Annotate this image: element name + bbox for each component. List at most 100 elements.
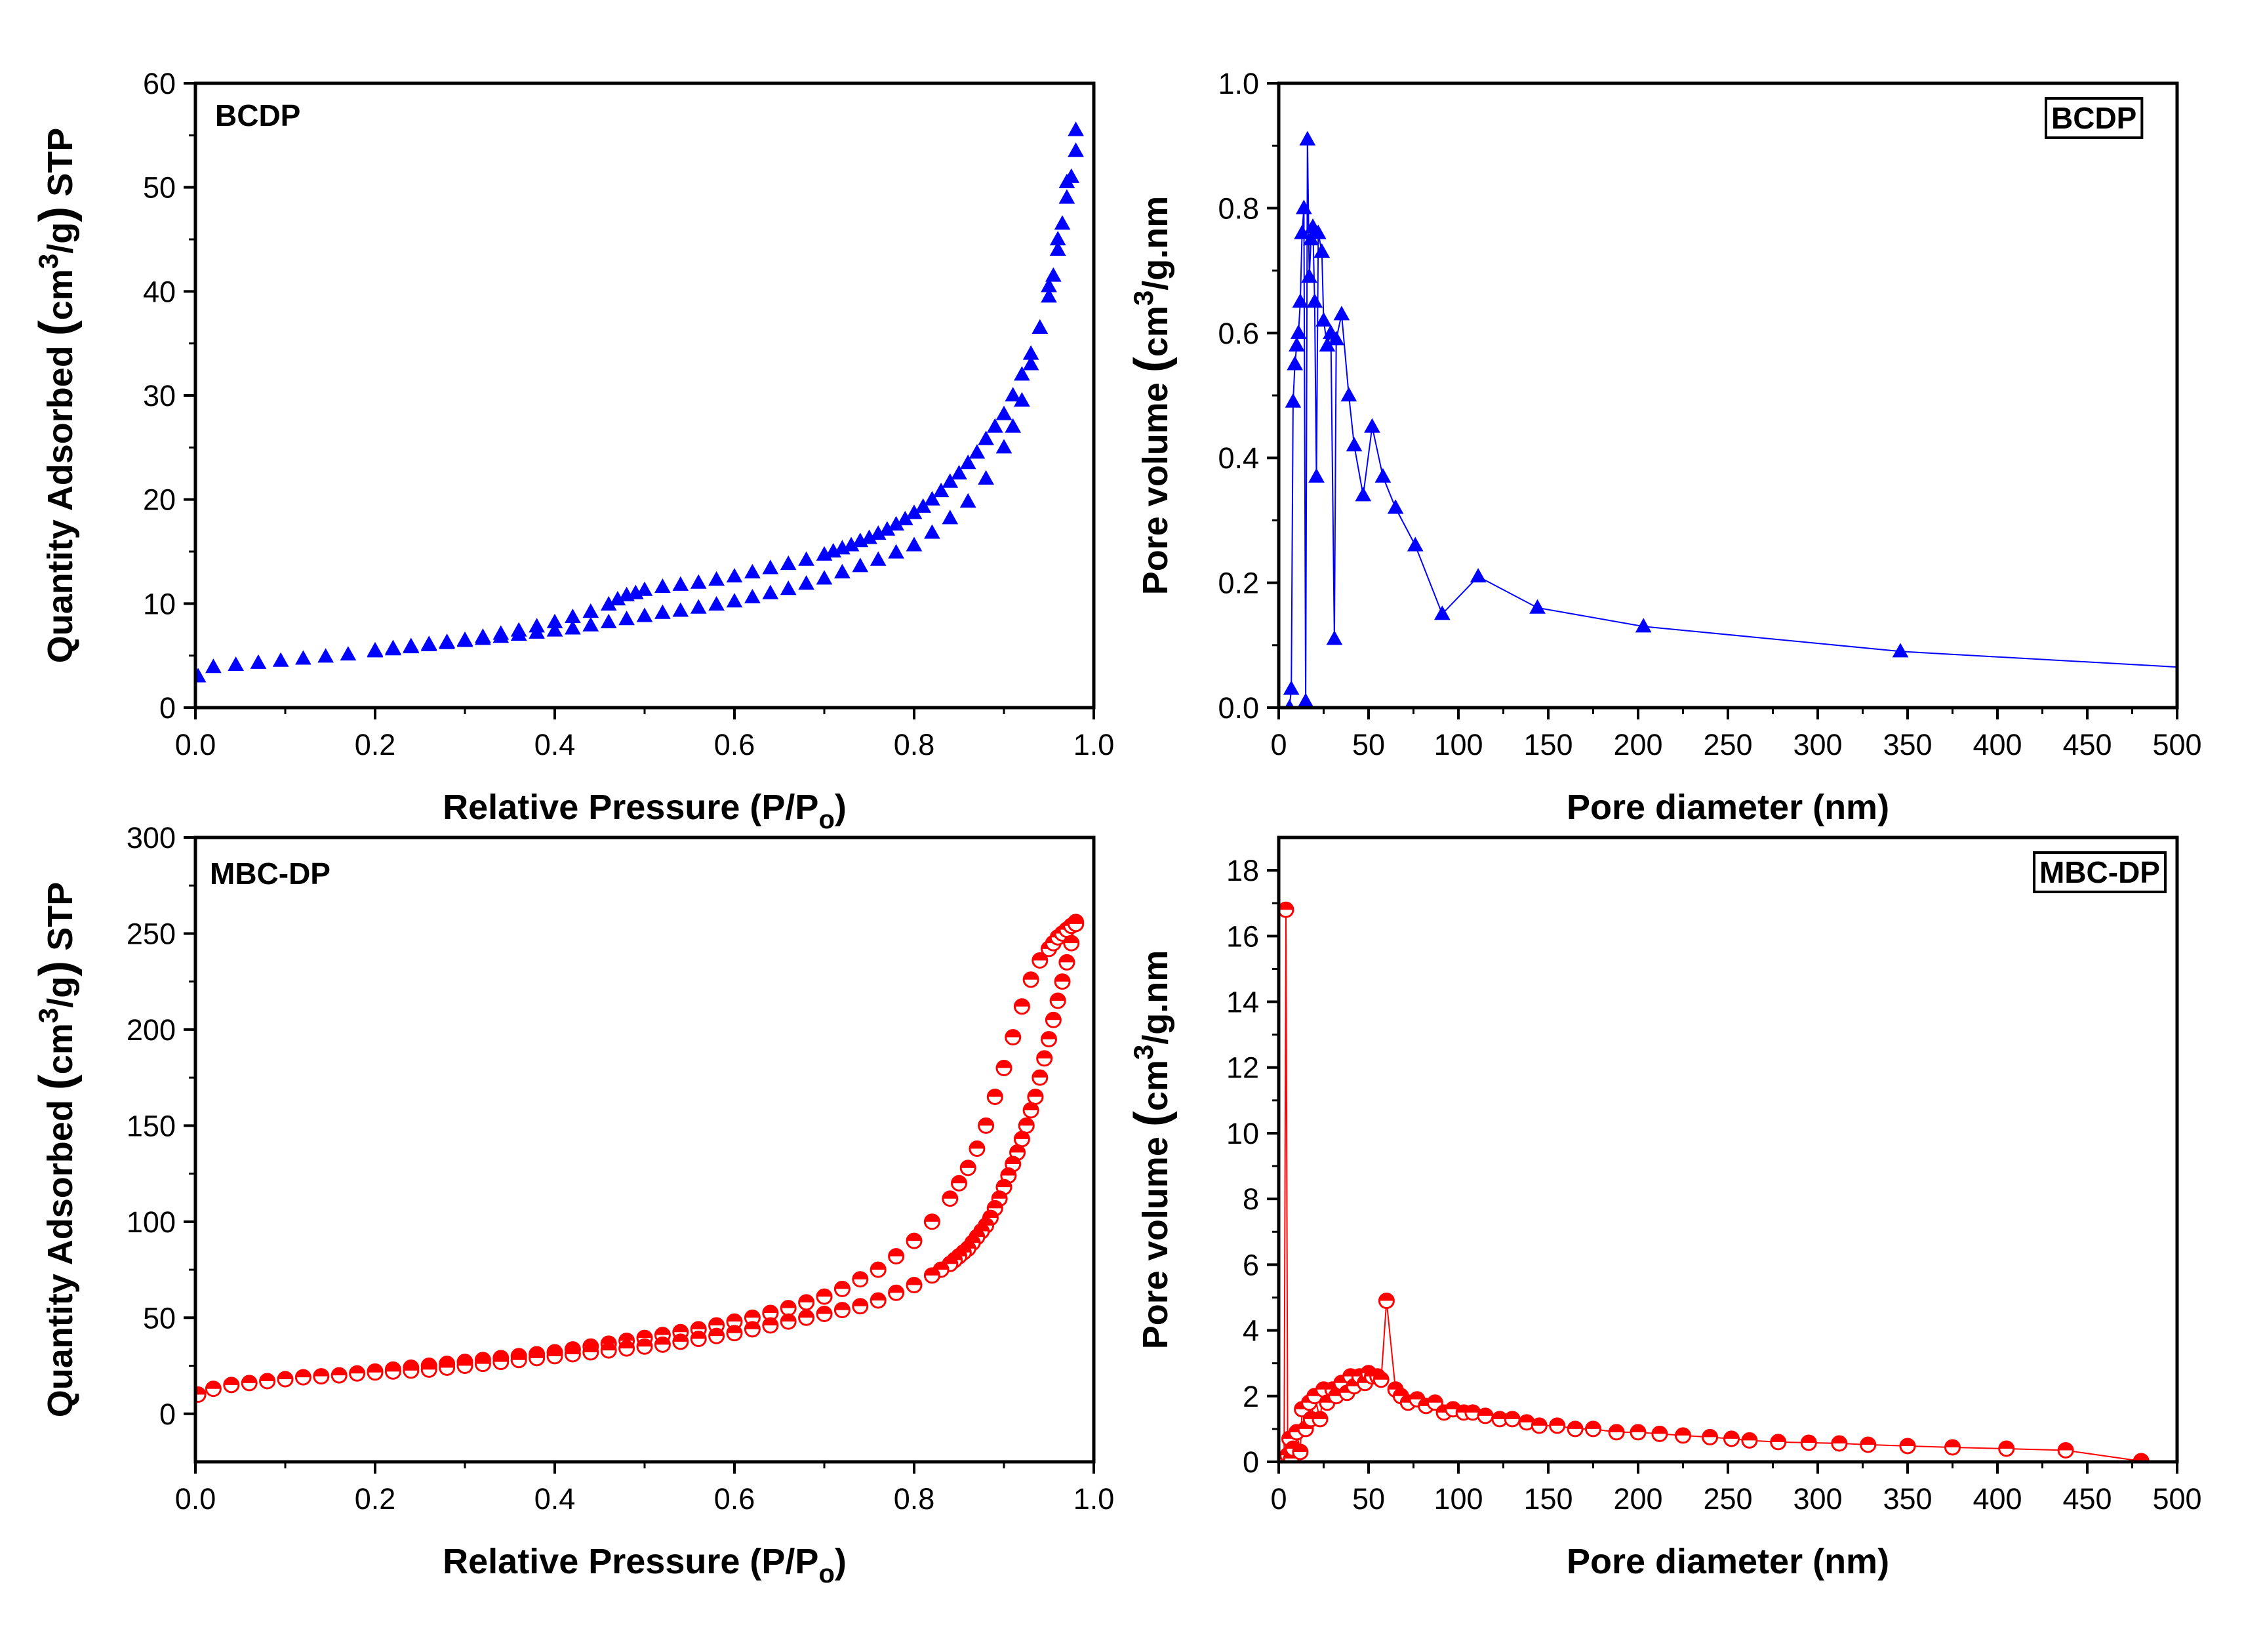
x-tick-label: 0.0 xyxy=(175,1482,216,1516)
data-point xyxy=(1702,1428,1719,1445)
data-point xyxy=(241,1375,258,1392)
data-point xyxy=(726,1325,743,1342)
data-point xyxy=(896,510,913,525)
x-tick-label: 200 xyxy=(1613,1482,1662,1516)
data-point xyxy=(1310,224,1327,239)
data-point xyxy=(708,595,725,611)
plot-area xyxy=(1279,901,2150,1462)
data-point xyxy=(923,1267,940,1284)
data-point xyxy=(942,473,959,488)
x-tick-label: 450 xyxy=(2062,1482,2112,1516)
data-point xyxy=(349,1365,366,1382)
data-point xyxy=(780,555,797,571)
data-point xyxy=(654,604,671,619)
data-point xyxy=(1313,243,1331,258)
data-point xyxy=(1567,1420,1584,1438)
x-tick-label: 0.4 xyxy=(534,1482,576,1516)
y-axis-title: Pore volume (cm3/g.nm xyxy=(1125,950,1178,1350)
y-tick-label: 100 xyxy=(127,1205,176,1239)
data-point xyxy=(1063,935,1080,952)
y-tick-label: 0 xyxy=(159,1398,176,1431)
y-tick-label: 16 xyxy=(1226,919,1259,953)
x-tick-label: 400 xyxy=(1973,1482,2022,1516)
x-tick-label: 0.2 xyxy=(355,1482,396,1516)
data-point xyxy=(600,595,617,611)
data-point xyxy=(1045,267,1062,282)
data-point xyxy=(1054,215,1071,230)
data-point xyxy=(1529,599,1546,614)
data-point xyxy=(1005,1029,1022,1046)
bcdp-pore-size-chart: 0 50 100 150 200 250 300 350 400 450 500 0.0 0.2 0.4 0… xyxy=(1125,67,2202,827)
x-axis-title: Relative Pressure (P/Po) xyxy=(443,788,847,834)
data-point xyxy=(313,1368,330,1385)
y-tick-label: 18 xyxy=(1226,854,1259,887)
data-point xyxy=(744,588,761,603)
x-tick-label: 150 xyxy=(1523,1482,1573,1516)
data-point xyxy=(195,668,207,683)
data-point xyxy=(1294,224,1310,239)
data-point xyxy=(205,658,222,674)
data-point xyxy=(888,544,904,559)
data-point xyxy=(295,650,311,665)
data-point xyxy=(600,613,617,628)
data-point xyxy=(708,571,725,586)
data-point xyxy=(1022,1102,1039,1119)
data-point xyxy=(959,493,976,508)
data-point xyxy=(403,637,420,653)
data-point xyxy=(1892,643,1909,658)
data-point xyxy=(420,1361,437,1378)
data-point xyxy=(1800,1434,1817,1451)
bcdp-isotherm-chart: 0.0 0.2 0.4 0.6 0.8 1.0 0 10 20 30 40 50 60 BCDP Rel… xyxy=(30,67,1114,834)
data-point xyxy=(852,533,869,548)
data-point xyxy=(367,641,384,656)
data-point xyxy=(798,551,814,566)
data-point xyxy=(969,1140,986,1158)
data-point xyxy=(546,1348,563,1365)
data-point xyxy=(978,1117,995,1134)
data-point xyxy=(816,1288,833,1305)
data-point xyxy=(205,1380,222,1398)
x-tick-label: 300 xyxy=(1793,728,1842,761)
data-point xyxy=(959,454,976,470)
data-point xyxy=(852,1298,869,1315)
data-point xyxy=(1022,971,1039,988)
data-point xyxy=(986,418,1003,433)
data-point xyxy=(582,616,599,632)
x-axis-title: Pore diameter (nm) xyxy=(1567,1542,1889,1581)
data-point xyxy=(529,1350,546,1367)
data-point xyxy=(986,1088,1003,1105)
data-point xyxy=(906,536,923,552)
data-point xyxy=(726,593,743,608)
data-point xyxy=(636,1338,653,1355)
y-tick-label: 50 xyxy=(143,1301,176,1335)
y-tick-label: 0 xyxy=(1243,1445,1259,1479)
data-point xyxy=(995,405,1012,420)
data-point xyxy=(1372,1371,1390,1388)
data-point xyxy=(1346,437,1363,452)
data-point xyxy=(277,1371,294,1388)
data-point xyxy=(995,439,1012,454)
data-point xyxy=(690,574,707,589)
data-point xyxy=(1014,392,1030,407)
data-point xyxy=(1041,1031,1057,1048)
data-point xyxy=(978,430,994,445)
data-point xyxy=(1049,992,1066,1009)
data-point xyxy=(1585,1420,1601,1438)
data-point xyxy=(1504,1411,1521,1428)
data-point xyxy=(1387,499,1404,514)
data-point xyxy=(1292,293,1309,308)
data-point xyxy=(1058,189,1075,204)
data-point xyxy=(1285,699,1294,708)
data-point xyxy=(1054,973,1071,990)
data-point xyxy=(672,1333,689,1350)
x-tick-label: 0.6 xyxy=(714,728,755,761)
x-tick-label: 0.0 xyxy=(175,728,216,761)
data-point xyxy=(195,1386,207,1403)
x-tick-label: 200 xyxy=(1613,728,1662,761)
y-tick-label: 20 xyxy=(143,483,176,517)
data-point xyxy=(762,1317,779,1334)
data-point xyxy=(1018,1117,1035,1134)
data-point xyxy=(1630,1424,1647,1441)
data-point xyxy=(1477,1407,1494,1424)
data-point xyxy=(915,498,932,513)
